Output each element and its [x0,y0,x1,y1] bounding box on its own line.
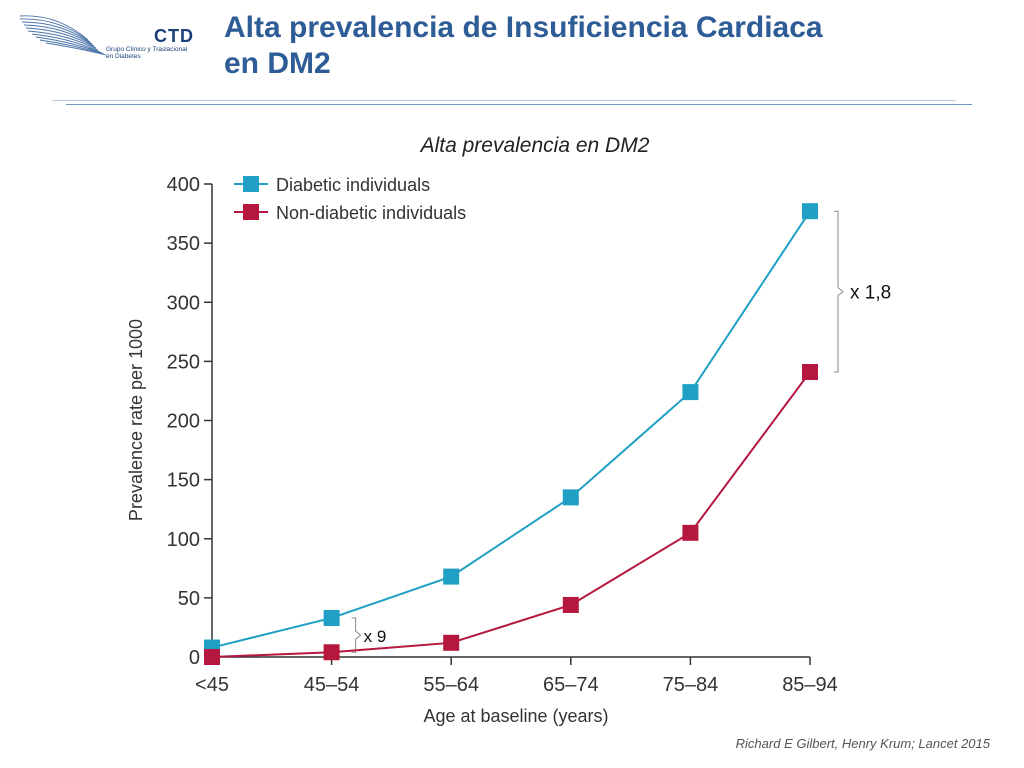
page-title-line2: en DM2 [224,47,331,80]
x-axis-label: Age at baseline (years) [423,706,608,726]
y-tick-label: 150 [167,470,200,492]
legend-label: Non-diabetic individuals [276,203,466,223]
y-tick-label: 400 [167,174,200,196]
y-tick-label: 300 [167,292,200,314]
annotation-bracket [834,210,844,373]
y-tick-label: 50 [178,588,200,610]
x-tick-label: 75–84 [663,674,719,696]
data-point [443,568,460,585]
chart-series [204,203,818,665]
header-divider [52,100,956,101]
chart-title: Alta prevalencia en DM2 [420,134,650,157]
x-tick-label: 65–74 [543,674,599,696]
annotation-bracket [351,617,362,653]
logo-wave-icon [19,15,107,56]
logo-subtitle-line1: Grupo Clínico y Traslacional [106,46,188,53]
page-title: Alta prevalencia de Insuficiencia Cardia… [224,10,984,82]
citation: Richard E Gilbert, Henry Krum; Lancet 20… [735,736,990,751]
data-point [204,649,220,665]
series-line [211,371,811,658]
header-divider-accent [66,104,972,105]
y-tick-label: 350 [167,233,200,255]
logo-text: CTD [154,26,194,46]
x-tick-label: 85–94 [782,674,838,696]
legend-marker [243,176,259,192]
y-axis-label: Prevalence rate per 1000 [126,319,146,521]
legend-label: Diabetic individuals [276,175,430,195]
data-point [562,489,579,506]
logo-subtitle-line2: en Diabetes [106,53,141,60]
x-tick-label: 55–64 [423,674,479,696]
ctd-logo: CTD Grupo Clínico y Traslacional en Diab… [18,10,218,60]
data-point [443,634,460,651]
y-tick-label: 100 [167,529,200,551]
annotation-label: x 9 [364,627,387,646]
series-line [211,210,811,649]
logo-subtitle: Grupo Clínico y Traslacional en Diabetes [106,46,236,60]
x-tick-label: <45 [195,674,229,696]
chart-legend: Diabetic individuals Non-diabetic individ… [234,175,466,223]
data-point [802,364,818,381]
data-point [323,609,340,626]
chart-axes: 0 50 100 150 200 250 300 350 400 <45 45–54 55–64 65–… [126,174,838,726]
data-point [682,384,699,401]
page-title-line1: Alta prevalencia de Insuficiencia Cardia… [224,11,823,44]
chart-annotations: x 9 x 1,8 [351,210,891,653]
data-point [562,596,579,613]
x-tick-label: 45–54 [304,674,360,696]
data-point [682,524,699,541]
y-tick-label: 0 [189,647,200,669]
annotation-label: x 1,8 [850,283,891,304]
data-point [802,203,818,220]
y-tick-label: 200 [167,411,200,433]
y-tick-label: 250 [167,351,200,373]
legend-marker [243,204,259,220]
data-point [323,644,340,661]
